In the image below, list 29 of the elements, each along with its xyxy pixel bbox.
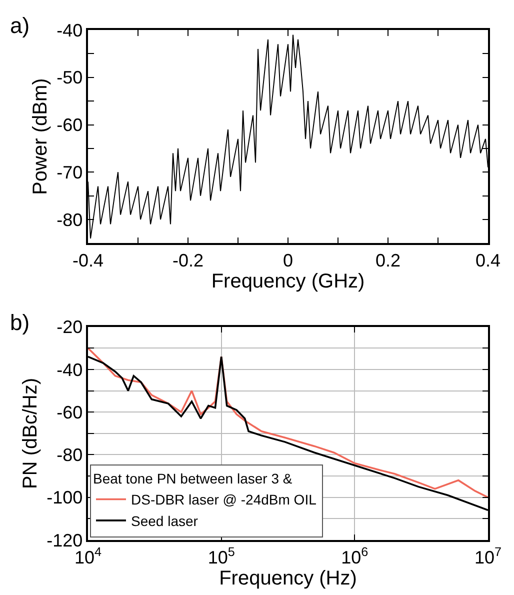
y-axis-title: PN (dBc/Hz) [20, 378, 42, 489]
y-tick-label: -70 [56, 162, 83, 182]
x-tick-label: 10$^{6}$ [341, 544, 368, 568]
y-tick-label: -100 [46, 488, 83, 508]
x-tick-label: 10$^{7}$ [474, 544, 502, 568]
y-tick-label: -40 [56, 360, 83, 380]
text: b) [10, 310, 30, 335]
y-tick-label: -80 [56, 445, 83, 466]
y-tick-label: -50 [56, 68, 83, 88]
y-tick-label: -80 [56, 210, 83, 230]
line-series [88, 34, 488, 239]
y-tick-label: -40 [56, 20, 83, 40]
x-tick-label: 0 [282, 250, 294, 271]
legend-label: Seed laser [131, 512, 198, 529]
y-axis-title: Power (dBm) [30, 78, 52, 195]
legend-title: Beat tone PN between laser 3 & [93, 470, 293, 487]
legend-label: DS-DBR laser @ -24dBm OIL [131, 492, 317, 508]
x-axis-title: Frequency (GHz) [211, 270, 365, 293]
x-tick-label: 0.4 [475, 250, 501, 271]
y-tick-label: -60 [56, 115, 83, 136]
x-tick-label: -0.2 [172, 250, 204, 271]
x-axis-title: Frequency (Hz) [219, 567, 357, 590]
x-tick-label: -0.4 [72, 250, 104, 271]
y-tick-label: -20 [56, 317, 83, 338]
x-tick-label: 10$^{5}$ [208, 544, 235, 568]
y-tick-label: -60 [56, 402, 83, 422]
y-tick-label: -120 [46, 530, 83, 550]
x-tick-label: 0.2 [375, 250, 401, 271]
text: a) [10, 13, 30, 38]
